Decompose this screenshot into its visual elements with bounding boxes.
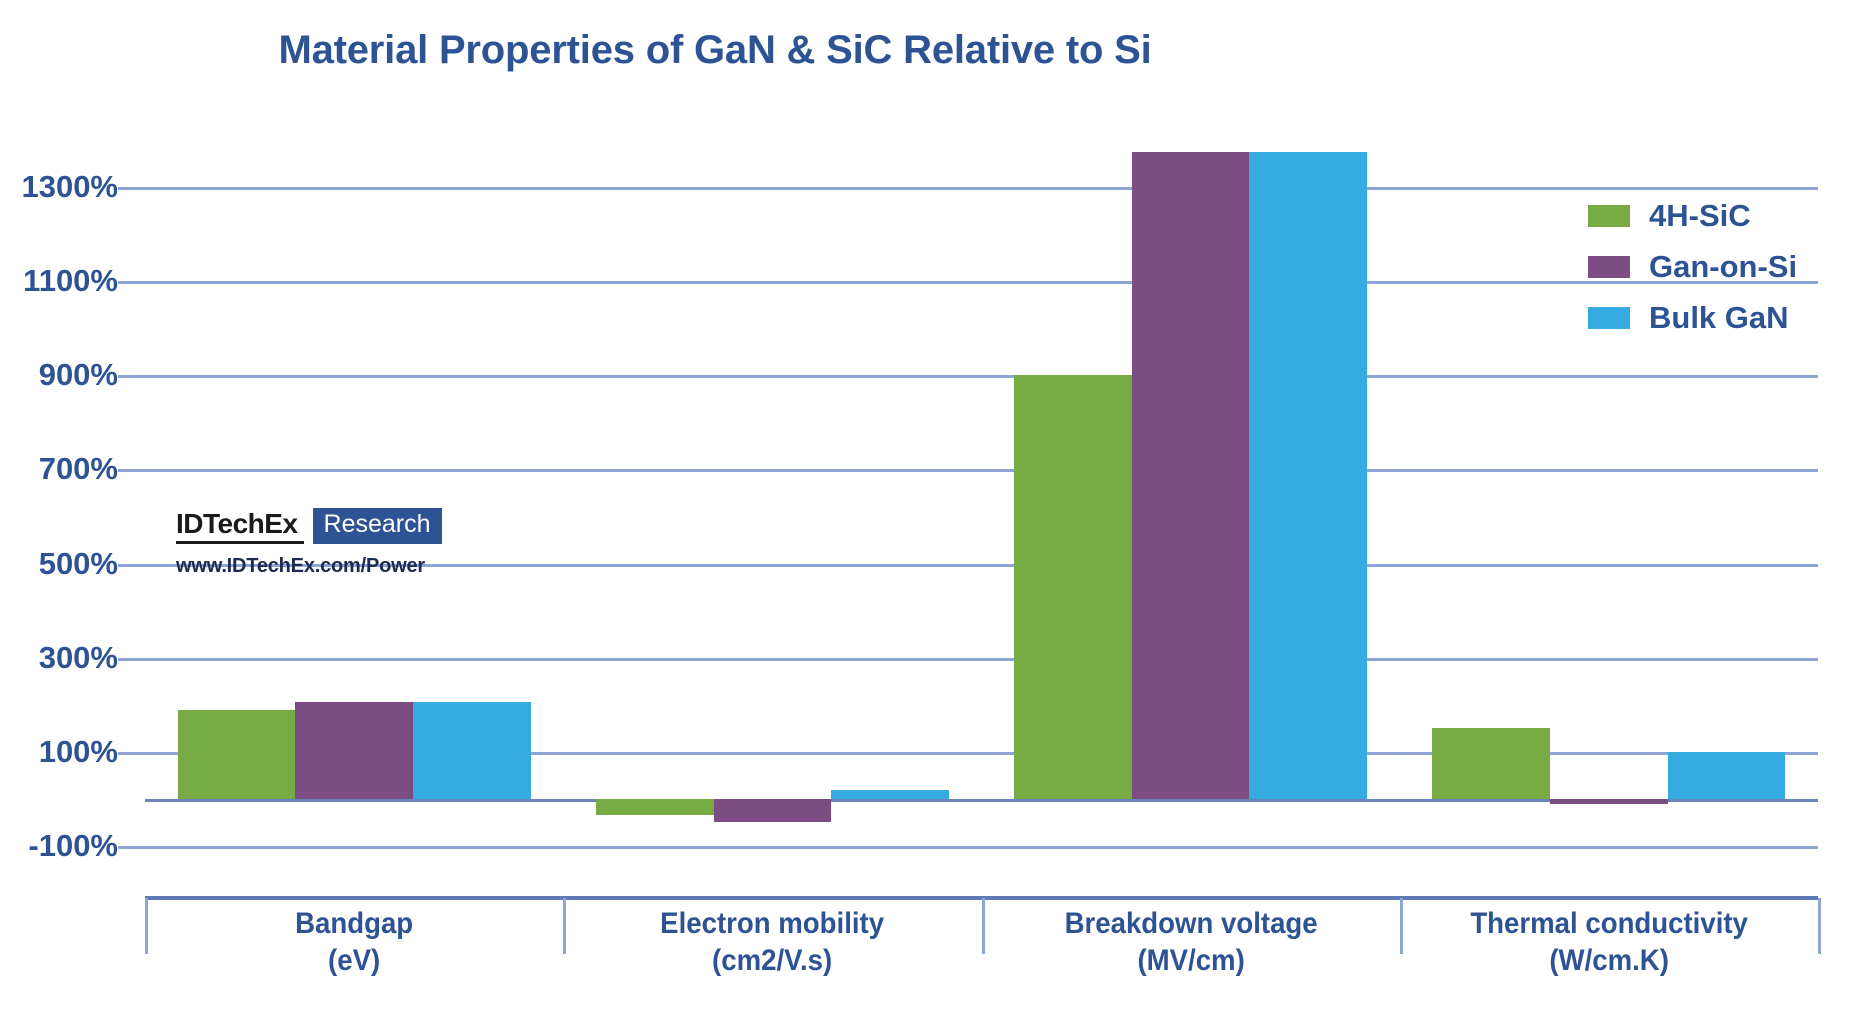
y-tick-label: 1100% <box>23 263 118 299</box>
gridline <box>145 281 1818 285</box>
category-label-line: (cm2/V.s) <box>712 943 833 977</box>
bar <box>1667 751 1786 799</box>
bar <box>412 702 531 799</box>
bar <box>177 709 296 799</box>
legend: 4H-SiC Gan-on-Si Bulk GaN <box>1588 195 1858 348</box>
y-tick-mark <box>118 657 145 661</box>
legend-item[interactable]: 4H-SiC <box>1588 195 1858 237</box>
legend-swatch <box>1588 307 1630 329</box>
y-tick-label: 900% <box>38 357 118 393</box>
category-separator <box>563 898 567 954</box>
legend-swatch <box>1588 256 1630 278</box>
watermark-top-row: IDTechEx Research <box>176 508 442 544</box>
gridline <box>145 469 1818 473</box>
y-tick-label: -100% <box>28 828 118 863</box>
x-axis: Bandgap (eV) Electron mobility (cm2/V.s) Bre… <box>145 846 1821 977</box>
zero-baseline <box>145 798 1818 802</box>
category-separator <box>1818 898 1821 954</box>
category-separator <box>981 898 985 954</box>
category-label-line: (MV/cm) <box>1136 943 1245 977</box>
category-label-line: Bandgap <box>295 907 414 940</box>
gridline <box>145 375 1818 379</box>
category-label: Electron mobility (cm2/V.s) <box>580 906 965 979</box>
y-tick-mark <box>118 751 145 755</box>
y-tick-mark <box>118 563 145 567</box>
category-label-line: Electron mobility <box>660 907 885 940</box>
y-tick-label: 700% <box>38 451 118 487</box>
y-tick-label: 500% <box>38 545 118 581</box>
bar <box>1131 151 1250 799</box>
watermark-logo: IDTechEx Research www.IDTechEx.com/Power <box>176 508 442 578</box>
gridline <box>145 563 1818 567</box>
bar <box>1249 151 1368 799</box>
y-tick-label: 300% <box>38 639 118 675</box>
category-label: Thermal conductivity (W/cm.K) <box>1416 906 1801 979</box>
legend-swatch <box>1588 205 1630 227</box>
category-label-line: (W/cm.K) <box>1549 943 1669 977</box>
legend-label: Bulk GaN <box>1649 300 1789 335</box>
chart-plot-area: 1300% 1100% 900% 700% 500% 300% 100% -100% <box>21 140 1818 863</box>
brand-tag: Research <box>312 508 442 544</box>
bar <box>1550 798 1668 804</box>
legend-label: Gan-on-Si <box>1649 249 1798 284</box>
category-label-line: Breakdown voltage <box>1064 907 1318 940</box>
gridline <box>145 846 1818 849</box>
y-tick-mark <box>118 281 145 285</box>
category-label: Breakdown voltage (MV/cm) <box>998 906 1383 979</box>
y-tick-mark <box>118 846 145 849</box>
bar <box>1432 728 1551 799</box>
y-tick-mark <box>118 187 145 191</box>
gridline <box>145 187 1818 191</box>
bar <box>831 789 949 799</box>
legend-item[interactable]: Bulk GaN <box>1588 297 1858 339</box>
brand-url: www.IDTechEx.com/Power <box>176 555 425 577</box>
bar <box>595 798 714 816</box>
legend-label: 4H-SiC <box>1649 198 1751 233</box>
category-separator <box>145 898 148 954</box>
category-label-line: Thermal conductivity <box>1470 907 1748 940</box>
bar <box>713 798 832 823</box>
category-label: Bandgap (eV) <box>162 906 547 979</box>
category-label-line: (eV) <box>328 943 381 977</box>
page-title: Material Properties of GaN & SiC Relativ… <box>278 28 1152 72</box>
category-separator <box>1399 898 1403 954</box>
y-tick-label: 100% <box>38 733 118 769</box>
gridline <box>145 751 1818 755</box>
legend-item[interactable]: Gan-on-Si <box>1588 246 1858 288</box>
gridline <box>145 657 1818 661</box>
bar <box>1014 375 1132 799</box>
y-tick-mark <box>118 469 145 473</box>
y-tick-label: 1300% <box>21 169 118 205</box>
bar <box>295 702 413 799</box>
y-tick-mark <box>118 375 145 379</box>
brand-name: IDTechEx <box>176 508 304 544</box>
